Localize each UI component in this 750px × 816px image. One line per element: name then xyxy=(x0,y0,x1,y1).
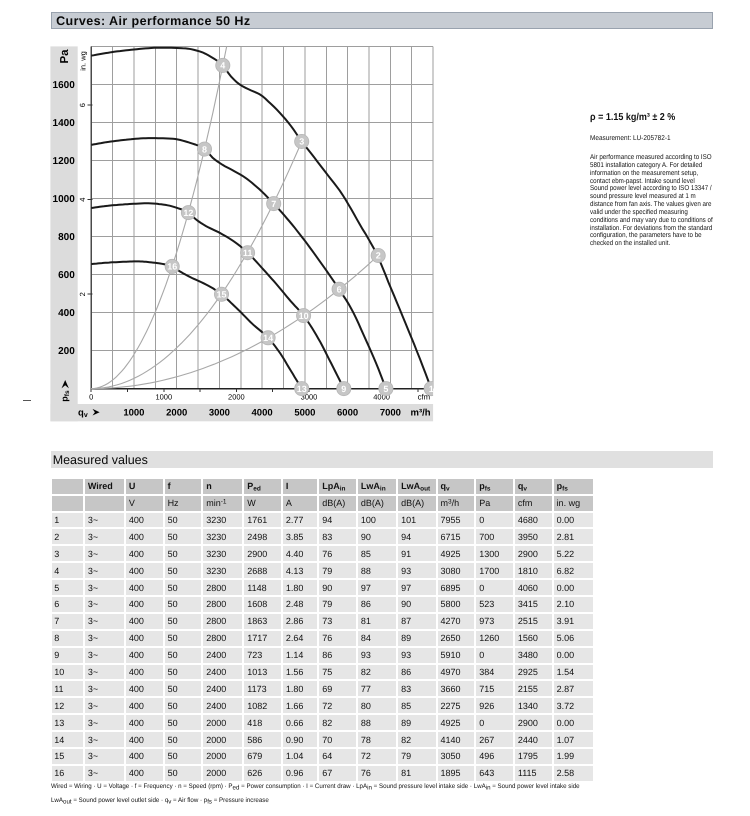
svg-text:10: 10 xyxy=(299,311,309,321)
svg-text:9: 9 xyxy=(341,384,346,394)
svg-text:7000: 7000 xyxy=(380,407,401,418)
svg-text:4: 4 xyxy=(78,198,87,202)
svg-text:1000: 1000 xyxy=(123,407,144,418)
svg-text:1200: 1200 xyxy=(53,156,76,167)
svg-text:in. wg: in. wg xyxy=(79,51,88,71)
svg-text:0: 0 xyxy=(89,392,93,401)
svg-text:13: 13 xyxy=(297,384,307,394)
svg-text:4000: 4000 xyxy=(373,392,390,401)
svg-text:11: 11 xyxy=(243,248,253,258)
svg-text:2: 2 xyxy=(376,251,381,261)
svg-text:6: 6 xyxy=(78,103,87,107)
svg-text:800: 800 xyxy=(58,232,75,243)
svg-text:16: 16 xyxy=(167,262,177,272)
svg-text:3000: 3000 xyxy=(301,392,318,401)
svg-text:Pa: Pa xyxy=(59,49,71,64)
svg-text:1000: 1000 xyxy=(53,194,76,205)
svg-text:12: 12 xyxy=(183,208,193,218)
svg-text:4: 4 xyxy=(220,61,225,71)
svg-text:2000: 2000 xyxy=(166,407,187,418)
svg-text:15: 15 xyxy=(216,290,226,300)
svg-text:5: 5 xyxy=(383,384,388,394)
svg-text:600: 600 xyxy=(58,270,75,281)
svg-text:6: 6 xyxy=(337,284,342,294)
svg-text:400: 400 xyxy=(58,308,75,319)
svg-text:1400: 1400 xyxy=(53,118,76,129)
svg-text:7: 7 xyxy=(271,199,276,209)
svg-text:200: 200 xyxy=(58,346,75,357)
svg-text:3000: 3000 xyxy=(209,407,230,418)
svg-text:qv: qv xyxy=(78,407,88,419)
svg-text:2: 2 xyxy=(78,292,87,296)
svg-text:14: 14 xyxy=(263,333,273,343)
svg-text:m³/h: m³/h xyxy=(411,407,431,418)
svg-text:1000: 1000 xyxy=(155,392,172,401)
svg-text:1600: 1600 xyxy=(53,80,76,91)
svg-text:3: 3 xyxy=(299,137,304,147)
svg-text:8: 8 xyxy=(202,144,207,154)
svg-text:pfs: pfs xyxy=(60,390,71,402)
svg-text:2000: 2000 xyxy=(228,392,245,401)
svg-text:6000: 6000 xyxy=(337,407,358,418)
svg-text:1: 1 xyxy=(429,384,434,394)
svg-text:4000: 4000 xyxy=(252,407,273,418)
svg-text:5000: 5000 xyxy=(294,407,315,418)
svg-text:cfm: cfm xyxy=(418,392,431,401)
